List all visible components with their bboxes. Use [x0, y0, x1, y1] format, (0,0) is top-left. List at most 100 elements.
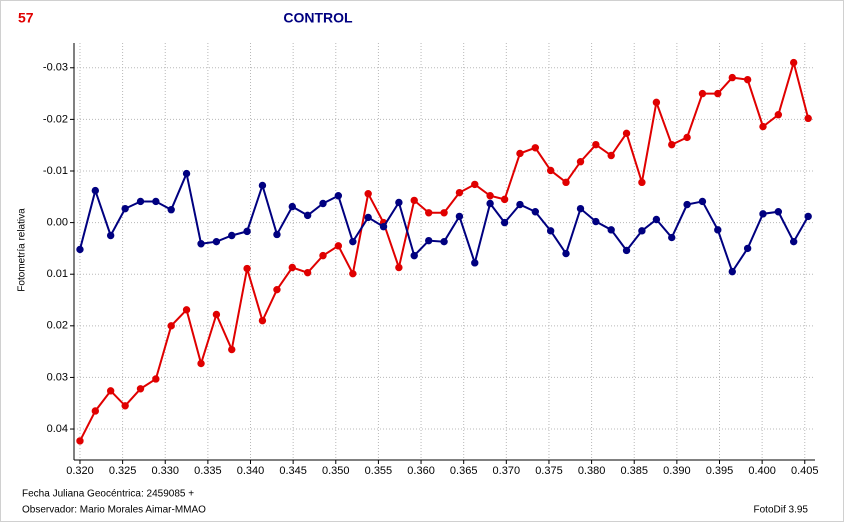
data-point: [410, 196, 418, 205]
data-point: [728, 73, 736, 82]
data-point: [349, 237, 357, 246]
data-point: [759, 122, 767, 131]
y-axis-label: Fotometría relativa: [17, 208, 28, 292]
data-point: [652, 215, 661, 224]
data-point: [364, 213, 372, 222]
data-point: [197, 240, 205, 248]
data-point: [410, 251, 418, 260]
data-point: [714, 89, 722, 98]
data-point: [622, 129, 631, 138]
x-tick-label: 0.330: [151, 465, 179, 477]
data-point: [303, 268, 312, 277]
data-point: [471, 259, 479, 267]
data-point: [319, 251, 327, 260]
data-point: [425, 236, 433, 245]
x-tick-label: 0.355: [365, 465, 393, 477]
data-point: [364, 189, 372, 198]
data-point: [136, 385, 145, 393]
data-point: [500, 195, 509, 204]
data-point: [334, 242, 343, 250]
x-tick-label: 0.380: [578, 465, 606, 477]
data-point: [531, 208, 540, 216]
data-point: [197, 359, 205, 368]
data-point: [182, 306, 191, 314]
data-point: [212, 310, 221, 319]
data-point: [531, 144, 540, 152]
plot-area: [74, 43, 815, 460]
x-tick-label: 0.360: [407, 465, 435, 477]
data-point: [774, 111, 783, 119]
data-point: [152, 197, 160, 206]
data-point: [622, 246, 631, 255]
data-point: [455, 212, 464, 221]
data-point: [273, 230, 281, 239]
data-point: [743, 244, 752, 253]
data-point: [440, 209, 448, 217]
data-point: [743, 75, 752, 84]
x-tick-label: 0.405: [791, 465, 819, 477]
data-point: [395, 198, 403, 207]
y-tick-label: 0.03: [47, 371, 68, 383]
data-point: [440, 237, 448, 246]
x-tick-label: 0.370: [493, 465, 521, 477]
data-point: [471, 180, 479, 189]
observer: Observador: Mario Morales Aimar-MMAO: [22, 505, 206, 516]
data-point: [638, 178, 646, 187]
data-point: [789, 58, 798, 67]
data-point: [288, 263, 296, 272]
x-axis-label: Fecha Juliana Geocéntrica: 2459085 +: [22, 489, 194, 500]
data-point: [486, 199, 494, 208]
y-tick-label: -0.02: [43, 113, 68, 125]
data-point: [167, 322, 175, 330]
x-tick-label: 0.345: [279, 465, 307, 477]
data-point: [638, 227, 646, 235]
data-point: [228, 345, 236, 354]
data-point: [395, 263, 403, 272]
data-point: [136, 197, 145, 206]
data-point: [683, 133, 691, 142]
data-point: [182, 169, 191, 178]
data-point: [516, 200, 524, 209]
data-point: [106, 231, 115, 240]
data-point: [562, 249, 570, 258]
x-tick-label: 0.375: [535, 465, 563, 477]
data-point: [167, 205, 175, 214]
data-point: [546, 166, 555, 175]
data-point: [683, 200, 691, 209]
data-point: [516, 149, 524, 158]
x-tick-label: 0.365: [450, 465, 478, 477]
data-point: [91, 407, 100, 415]
y-tick-label: -0.03: [43, 62, 68, 74]
chart-title: CONTROL: [283, 10, 353, 26]
data-point: [334, 192, 343, 200]
data-point: [258, 181, 267, 190]
data-point: [804, 212, 812, 221]
data-point: [152, 375, 160, 383]
data-point: [774, 208, 783, 216]
data-point: [319, 199, 327, 208]
x-tick-label: 0.325: [109, 465, 137, 477]
data-point: [652, 98, 661, 107]
data-point: [76, 437, 84, 445]
x-tick-label: 0.320: [66, 465, 94, 477]
data-point: [592, 217, 600, 226]
data-point: [607, 151, 615, 160]
software: FotoDif 3.95: [754, 505, 809, 516]
data-point: [243, 264, 251, 273]
data-point: [425, 209, 433, 217]
data-point: [804, 114, 812, 123]
data-point: [91, 186, 100, 195]
data-point: [500, 218, 509, 227]
data-point: [121, 402, 129, 410]
data-point: [698, 89, 707, 98]
data-point: [258, 316, 267, 325]
data-point: [349, 269, 357, 278]
x-tick-label: 0.340: [237, 465, 265, 477]
data-point: [592, 140, 600, 149]
data-point: [486, 192, 494, 200]
x-tick-label: 0.335: [194, 465, 222, 477]
data-point: [576, 204, 585, 213]
x-tick-label: 0.390: [663, 465, 691, 477]
data-point: [288, 202, 296, 211]
